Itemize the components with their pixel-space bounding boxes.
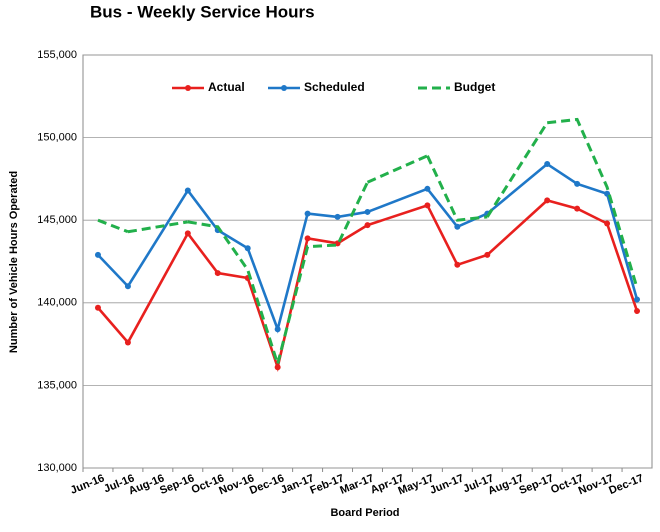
- gap-connector: [126, 189, 189, 287]
- y-axis-title: Number of Vehicle Hours Operated: [8, 171, 20, 353]
- gap-connector: [486, 199, 549, 256]
- data-point: [574, 180, 581, 187]
- data-point: [184, 230, 191, 237]
- chart-title: Bus - Weekly Service Hours: [90, 2, 315, 21]
- gap-connector: [486, 121, 549, 218]
- series-line: [97, 117, 639, 370]
- data-point: [424, 202, 431, 209]
- y-tick-label: 145,000: [37, 214, 77, 226]
- y-tick-label: 130,000: [37, 462, 77, 474]
- data-point: [364, 222, 371, 229]
- data-point: [334, 213, 341, 220]
- data-point: [364, 208, 371, 215]
- y-tick-label: 135,000: [37, 379, 77, 391]
- data-point: [304, 210, 311, 217]
- data-point: [124, 339, 131, 346]
- data-point: [634, 308, 641, 315]
- data-point: [94, 304, 101, 311]
- gap-connector: [366, 154, 429, 184]
- data-point: [454, 223, 461, 230]
- legend-label: Budget: [454, 80, 495, 94]
- gap-connector: [367, 204, 428, 227]
- data-point: [544, 161, 551, 168]
- data-point: [604, 220, 611, 227]
- data-point: [544, 197, 551, 204]
- data-point: [244, 245, 251, 252]
- data-point: [274, 326, 281, 333]
- data-point: [574, 205, 581, 212]
- legend-label: Actual: [208, 80, 245, 94]
- data-point: [484, 251, 491, 258]
- legend-marker: [185, 85, 191, 91]
- data-point: [634, 296, 641, 303]
- gap-connector: [127, 220, 189, 234]
- data-point: [124, 283, 131, 290]
- data-point: [184, 187, 191, 194]
- data-point: [304, 235, 311, 242]
- gap-connector: [486, 163, 549, 215]
- data-point: [94, 251, 101, 258]
- data-point: [454, 261, 461, 268]
- legend-label: Scheduled: [304, 80, 365, 94]
- y-tick-label: 140,000: [37, 297, 77, 309]
- y-tick-label: 150,000: [37, 132, 77, 144]
- y-tick-label: 155,000: [37, 49, 77, 61]
- gap-connector: [126, 232, 189, 344]
- data-point: [274, 364, 281, 371]
- gap-connector: [367, 187, 428, 214]
- data-point: [424, 185, 431, 192]
- data-point: [214, 270, 221, 277]
- x-axis-title: Board Period: [330, 507, 399, 519]
- legend-marker: [281, 85, 287, 91]
